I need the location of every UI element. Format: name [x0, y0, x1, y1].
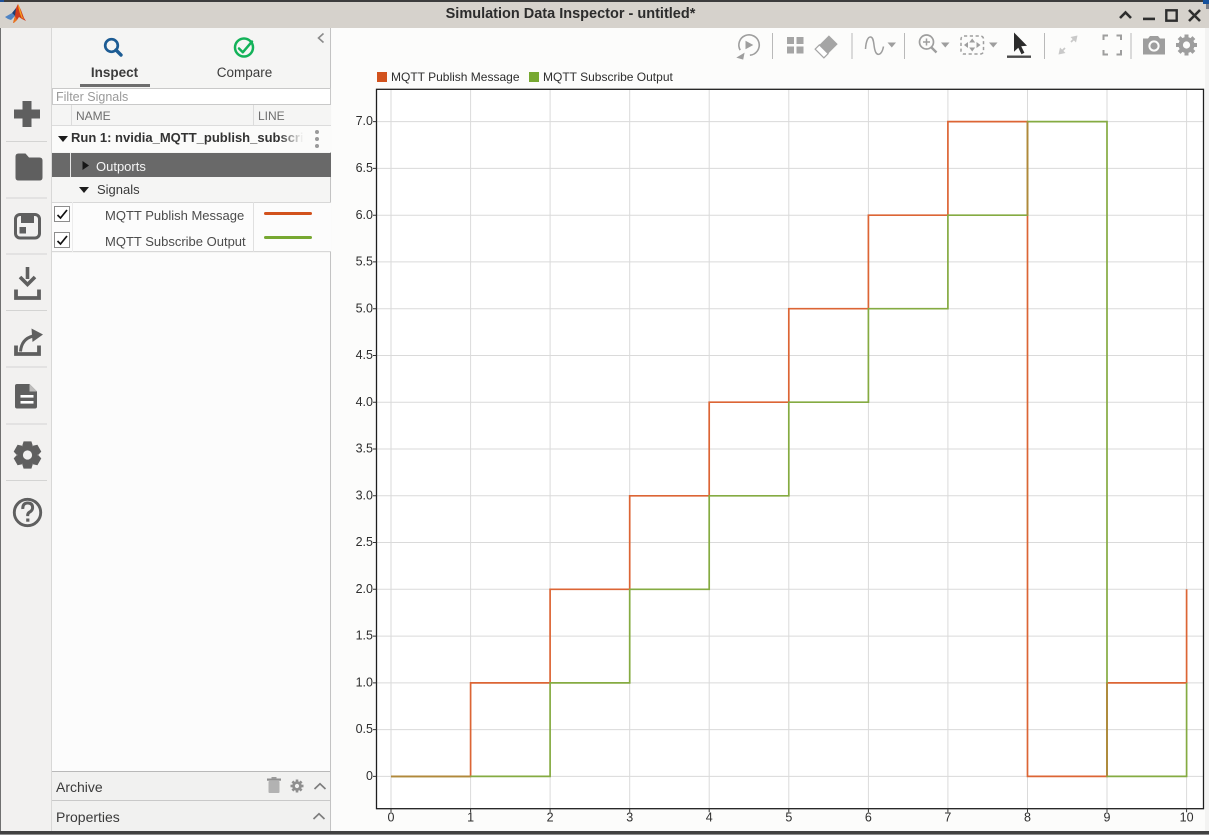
svg-text:9: 9 [1104, 811, 1111, 825]
svg-text:7: 7 [944, 811, 951, 825]
svg-text:4: 4 [706, 811, 713, 825]
svg-text:4.5: 4.5 [356, 348, 373, 362]
svg-text:5.0: 5.0 [356, 301, 373, 315]
svg-text:0: 0 [366, 769, 373, 783]
svg-text:6.5: 6.5 [356, 161, 373, 175]
svg-text:1: 1 [467, 811, 474, 825]
svg-text:3.5: 3.5 [356, 442, 373, 456]
svg-text:6.0: 6.0 [356, 208, 373, 222]
svg-text:0.5: 0.5 [356, 722, 373, 736]
svg-text:0: 0 [388, 811, 395, 825]
svg-text:8: 8 [1024, 811, 1031, 825]
svg-text:10: 10 [1180, 811, 1194, 825]
svg-text:1.5: 1.5 [356, 629, 373, 643]
svg-text:2.0: 2.0 [356, 582, 373, 596]
svg-text:7.0: 7.0 [356, 114, 373, 128]
svg-text:2.5: 2.5 [356, 535, 373, 549]
svg-text:5: 5 [785, 811, 792, 825]
svg-text:2: 2 [547, 811, 554, 825]
svg-text:4.0: 4.0 [356, 395, 373, 409]
svg-text:3.0: 3.0 [356, 488, 373, 502]
svg-text:3: 3 [626, 811, 633, 825]
svg-text:1.0: 1.0 [356, 676, 373, 690]
svg-text:6: 6 [865, 811, 872, 825]
svg-text:5.5: 5.5 [356, 255, 373, 269]
